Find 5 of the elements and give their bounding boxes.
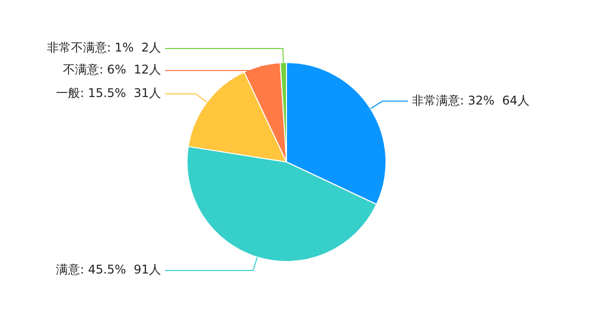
- slice-label: 满意: 45.5% 91人: [56, 262, 161, 277]
- slice-label: 一般: 15.5% 31人: [56, 86, 161, 100]
- slice-label: 非常不满意: 1% 2人: [46, 40, 161, 55]
- slice-label: 非常满意: 32% 64人: [412, 93, 530, 108]
- slice-label: 不满意: 6% 12人: [63, 62, 161, 77]
